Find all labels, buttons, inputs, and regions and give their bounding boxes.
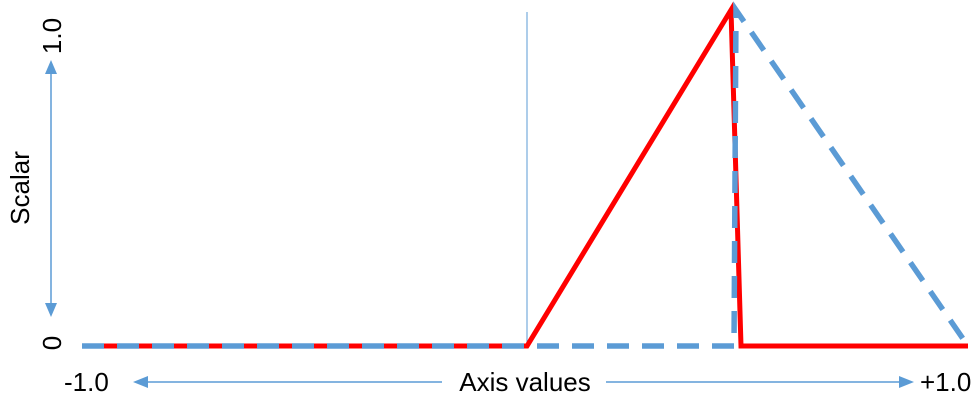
x-right-label: +1.0 xyxy=(920,367,971,396)
y-axis-label: Scalar xyxy=(5,151,35,225)
blue-dashed-curve xyxy=(82,1,971,349)
y-axis-arrow xyxy=(45,60,57,317)
y-bottom-label: 0 xyxy=(37,336,67,350)
x-axis-label: Axis values xyxy=(459,367,591,396)
y-top-label: 1.0 xyxy=(37,18,67,54)
x-axis-arrow xyxy=(133,376,914,388)
x-left-label: -1.0 xyxy=(64,367,109,396)
red-solid-curve xyxy=(82,1,968,349)
